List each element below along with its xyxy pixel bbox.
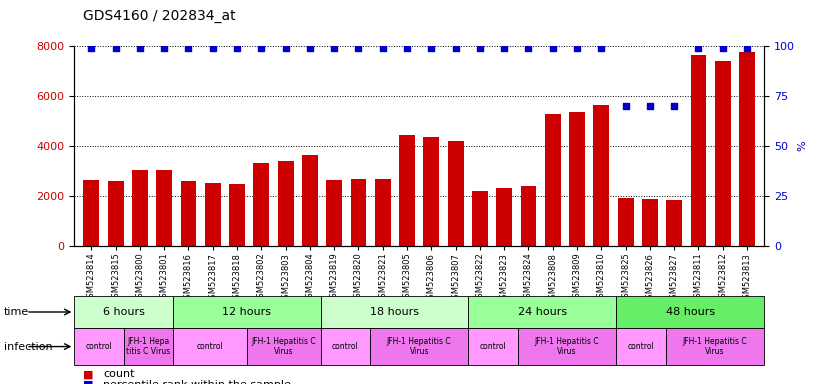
Point [158, 45, 171, 51]
Point [473, 45, 487, 51]
Point [133, 45, 146, 51]
Point [85, 45, 98, 51]
Bar [278, 161, 293, 246]
Point [376, 45, 389, 51]
Text: JFH-1 Hepatitis C
Virus: JFH-1 Hepatitis C Virus [251, 337, 316, 356]
Bar [666, 328, 764, 365]
Bar [468, 296, 616, 328]
Text: JFH-1 Hepatitis C
Virus: JFH-1 Hepatitis C Virus [387, 337, 452, 356]
Bar [448, 141, 463, 246]
Point [643, 103, 657, 109]
Bar [107, 181, 124, 246]
Y-axis label: %: % [798, 141, 808, 151]
Bar [472, 191, 488, 246]
Text: control: control [86, 342, 112, 351]
Bar [132, 170, 148, 246]
Bar [74, 328, 124, 365]
Point [619, 103, 632, 109]
Text: control: control [197, 342, 223, 351]
Bar [739, 51, 755, 246]
Bar [173, 328, 247, 365]
Bar [618, 198, 634, 246]
Text: JFH-1 Hepatitis C
Virus: JFH-1 Hepatitis C Virus [534, 337, 600, 356]
Point [595, 45, 608, 51]
Point [328, 45, 341, 51]
Bar [496, 188, 512, 246]
Text: control: control [628, 342, 654, 351]
Bar [520, 185, 536, 246]
Bar [424, 137, 439, 246]
Bar [593, 106, 610, 246]
Bar [181, 181, 197, 246]
Bar [247, 328, 320, 365]
Bar [229, 184, 245, 246]
Point [425, 45, 438, 51]
Bar [254, 164, 269, 246]
Bar [616, 296, 764, 328]
Bar [642, 199, 657, 246]
Text: 18 hours: 18 hours [370, 307, 419, 317]
Bar [545, 114, 561, 246]
Point [230, 45, 244, 51]
Bar [173, 296, 320, 328]
Bar [320, 328, 370, 365]
Text: control: control [480, 342, 506, 351]
Bar [518, 328, 616, 365]
Text: ■: ■ [83, 380, 93, 384]
Bar [399, 135, 415, 246]
Bar [714, 61, 731, 246]
Point [352, 45, 365, 51]
Bar [667, 200, 682, 246]
Bar [569, 112, 585, 246]
Point [692, 45, 705, 51]
Point [740, 45, 753, 51]
Text: 6 hours: 6 hours [102, 307, 145, 317]
Bar [370, 328, 468, 365]
Bar [320, 296, 468, 328]
Text: GDS4160 / 202834_at: GDS4160 / 202834_at [83, 9, 235, 23]
Bar [375, 179, 391, 246]
Text: 24 hours: 24 hours [518, 307, 567, 317]
Text: JFH-1 Hepa
titis C Virus: JFH-1 Hepa titis C Virus [126, 337, 170, 356]
Bar [124, 328, 173, 365]
Point [571, 45, 584, 51]
Point [401, 45, 414, 51]
Bar [302, 156, 318, 246]
Point [109, 45, 122, 51]
Text: time: time [4, 307, 30, 317]
Text: count: count [103, 369, 135, 379]
Point [522, 45, 535, 51]
Text: control: control [332, 342, 358, 351]
Bar [83, 180, 99, 246]
Bar [326, 180, 342, 246]
Bar [74, 296, 173, 328]
Bar [205, 184, 221, 246]
Bar [350, 179, 367, 246]
Point [254, 45, 268, 51]
Bar [691, 55, 706, 246]
Text: JFH-1 Hepatitis C
Virus: JFH-1 Hepatitis C Virus [682, 337, 747, 356]
Point [667, 103, 681, 109]
Point [716, 45, 729, 51]
Point [497, 45, 510, 51]
Bar [616, 328, 666, 365]
Bar [468, 328, 518, 365]
Text: 12 hours: 12 hours [222, 307, 271, 317]
Text: 48 hours: 48 hours [666, 307, 714, 317]
Point [279, 45, 292, 51]
Point [546, 45, 559, 51]
Bar [156, 170, 172, 246]
Point [182, 45, 195, 51]
Text: percentile rank within the sample: percentile rank within the sample [103, 380, 291, 384]
Text: infection: infection [4, 341, 53, 352]
Text: ■: ■ [83, 369, 93, 379]
Point [303, 45, 316, 51]
Point [206, 45, 220, 51]
Point [449, 45, 463, 51]
